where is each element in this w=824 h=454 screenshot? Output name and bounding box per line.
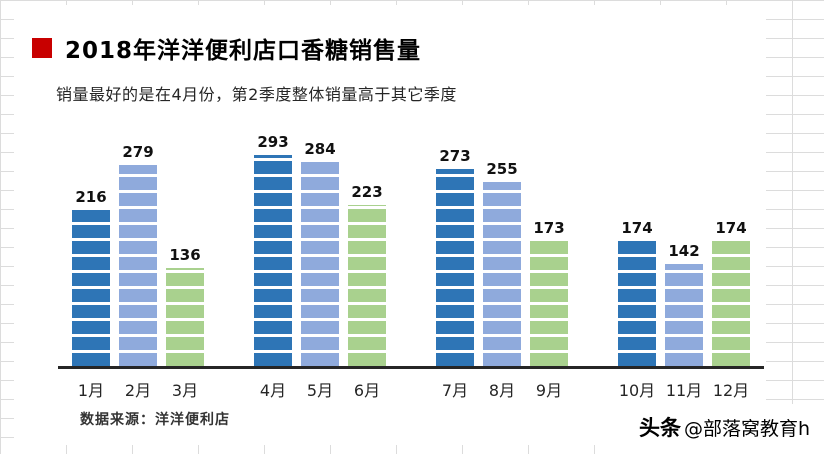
bar-item: 174: [712, 219, 750, 366]
month-axis-label: 6月: [353, 381, 381, 400]
bar-item: 216: [72, 188, 110, 366]
bar[interactable]: [301, 162, 339, 366]
bar[interactable]: [436, 169, 474, 366]
plot-area: 216 279 136 293 284 223 273 255 173 174 142 174: [58, 119, 764, 369]
bar-value-label: 216: [75, 188, 107, 206]
bar-value-label: 136: [169, 246, 201, 264]
chart-subtitle: 销量最好的是在4月份，第2季度整体销量高于其它季度: [56, 85, 457, 104]
bar[interactable]: [665, 264, 703, 366]
month-axis-label: 3月: [171, 381, 199, 400]
quarter-month-group: 10月 11月 12月: [618, 377, 750, 401]
bar[interactable]: [119, 165, 157, 366]
quarter-month-group: 7月 8月 9月: [436, 377, 568, 401]
bar-item: 273: [436, 147, 474, 366]
bar-value-label: 284: [304, 140, 336, 158]
bar[interactable]: [166, 268, 204, 366]
month-axis-label: 10月: [618, 381, 656, 400]
bar-item: 173: [530, 219, 568, 366]
bar-value-label: 273: [439, 147, 471, 165]
chart-title-row: 2018年洋洋便利店口香糖销售量: [32, 31, 421, 65]
bar-value-label: 142: [668, 242, 700, 260]
month-axis-label: 5月: [306, 381, 334, 400]
bar-value-label: 223: [351, 183, 383, 201]
bar-value-label: 255: [486, 160, 518, 178]
bar-value-label: 174: [621, 219, 653, 237]
quarter-bar-group: 216 279 136: [72, 143, 204, 366]
data-source-note: 数据来源：洋洋便利店: [80, 412, 230, 428]
watermark-handle: @部落窝教育h: [683, 418, 810, 440]
bar-item: 174: [618, 219, 656, 366]
bar-item: 284: [301, 140, 339, 366]
month-axis-label: 8月: [488, 381, 516, 400]
bar-value-label: 293: [257, 133, 289, 151]
bar-item: 142: [665, 242, 703, 366]
bar[interactable]: [530, 241, 568, 366]
bar-item: 255: [483, 160, 521, 366]
bar[interactable]: [348, 205, 386, 366]
bar[interactable]: [72, 210, 110, 366]
quarter-bar-group: 293 284 223: [254, 133, 386, 366]
bar-value-label: 279: [122, 143, 154, 161]
months-row: 1月 2月 3月 4月 5月 6月 7月 8月 9月 10月 11月 12月: [58, 377, 764, 401]
bar-item: 293: [254, 133, 292, 366]
month-axis-label: 12月: [712, 381, 750, 400]
month-axis-label: 11月: [665, 381, 703, 400]
chart-object[interactable]: 2018年洋洋便利店口香糖销售量 销量最好的是在4月份，第2季度整体销量高于其它…: [14, 5, 766, 445]
bar[interactable]: [483, 182, 521, 366]
bar-item: 223: [348, 183, 386, 366]
month-axis-label: 9月: [535, 381, 563, 400]
month-axis-label: 1月: [77, 381, 105, 400]
bar-item: 136: [166, 246, 204, 366]
quarter-month-group: 1月 2月 3月: [72, 377, 204, 401]
watermark: 头条 @部落窝教育h: [620, 404, 824, 454]
month-axis-label: 7月: [441, 381, 469, 400]
bar[interactable]: [712, 241, 750, 366]
quarter-bar-group: 273 255 173: [436, 147, 568, 366]
chart-title: 2018年洋洋便利店口香糖销售量: [65, 38, 422, 64]
title-bullet-square-icon: [32, 38, 52, 58]
bar-value-label: 174: [715, 219, 747, 237]
month-axis-label: 4月: [259, 381, 287, 400]
bar-item: 279: [119, 143, 157, 366]
watermark-brand: 头条: [638, 416, 681, 440]
quarter-bar-group: 174 142 174: [618, 219, 750, 366]
bar[interactable]: [254, 155, 292, 366]
bar[interactable]: [618, 241, 656, 366]
month-axis-label: 2月: [124, 381, 152, 400]
bar-value-label: 173: [533, 219, 565, 237]
quarter-month-group: 4月 5月 6月: [254, 377, 386, 401]
